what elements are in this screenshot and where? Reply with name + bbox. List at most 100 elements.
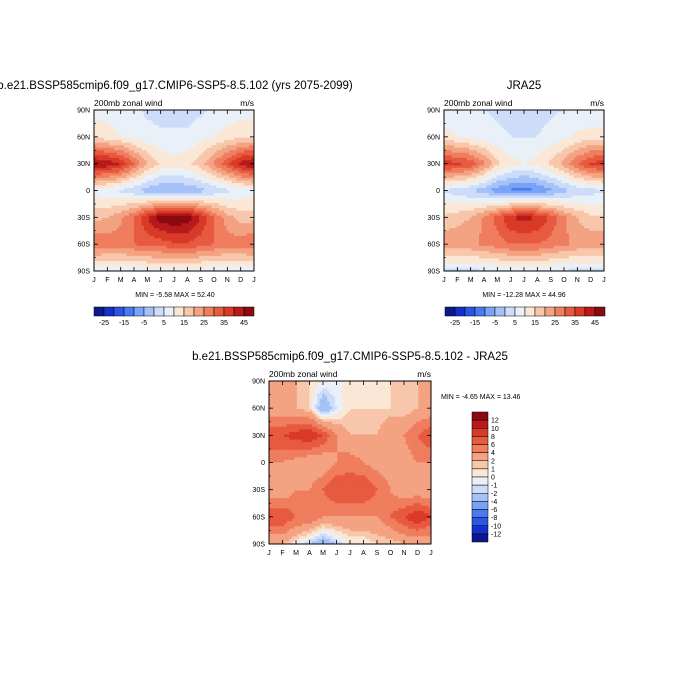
panel-model-cell [246,203,250,207]
panel-model-cell [239,260,243,265]
panel-model-cell [106,185,110,189]
panel-model-cell [219,245,223,249]
panel-model-cell [144,193,148,197]
panel-model-cell [126,160,130,164]
panel-model-cell [239,115,243,119]
panel-model-cell [184,265,188,270]
panel-model-cell [239,258,243,262]
panel-model-cell [239,145,243,149]
panel-model-cell [101,260,105,265]
panel-model-cell [111,253,115,257]
panel-model-cell [196,265,200,270]
panel-model-cell [134,147,138,151]
panel-model-cell [206,115,210,119]
panel-model-cell [206,165,210,169]
panel-model-cell [96,223,100,227]
panel-model-cell [199,122,203,126]
panel-model-cell [171,142,175,146]
panel-model-cell [194,220,198,224]
panel-obs-cell [556,137,560,141]
panel-model-cell [156,112,160,116]
panel-model-cell [234,112,238,116]
panel-model-cell [189,147,193,151]
panel-model-cell [141,140,145,144]
panel-model-cell [154,245,158,249]
panel-model-cell [189,213,193,217]
panel-model-cell [164,245,168,249]
panel-model-cell [114,218,118,222]
panel-model-cell [131,157,135,161]
panel-model-cell [204,155,208,159]
panel-model-cell [141,245,145,249]
panel-obs-cell [466,125,470,129]
panel-model-cell [179,115,183,119]
panel-model-cell [216,260,220,265]
panel-model-cell [126,190,130,194]
panel-model-cell [211,162,215,166]
panel-model-cell [104,213,108,217]
panel-obs-cell [451,132,455,136]
panel-obs-cell [599,137,603,141]
panel-model-cell [236,167,240,171]
panel-model-cell [184,263,188,267]
panel-model-cell [169,187,173,192]
panel-model-cell [214,182,218,187]
panel-model-cell [129,185,133,189]
panel-model-cell [226,177,230,182]
panel-model-cell [194,112,198,116]
panel-model-cell [171,160,175,164]
panel-model-cell [189,198,193,202]
panel-model-cell [171,175,175,179]
panel-model-cell [159,193,163,197]
panel-model-cell [194,243,198,247]
panel-model-cell [141,180,145,184]
panel-model-cell [149,258,153,262]
panel-model-cell [181,135,185,139]
panel-model-cell [236,145,240,149]
panel-model-cell [186,137,190,141]
panel-model-cell [114,265,118,270]
panel-model-cell [229,258,233,262]
panel-obs-cell [501,117,505,121]
panel-obs-cell [459,117,463,121]
panel-model-cell [224,112,228,116]
panel-model-cell [181,157,185,161]
panel-model-cell [134,115,138,119]
panel-model-cell [154,193,158,197]
panel-model-cell [209,155,213,159]
panel-model-cell [216,177,220,182]
panel-model-cell [126,268,130,271]
panel-model-cell [124,112,128,116]
panel-model-cell [206,228,210,232]
panel-model-cell [241,187,245,192]
panel-model-cell [106,142,110,146]
panel-obs-cell [541,117,545,121]
panel-model-cell [241,147,245,151]
panel-model-cell [126,155,130,159]
panel-model-cell [159,218,163,222]
panel-model-cell [99,142,103,146]
panel-model-cell [186,215,190,219]
panel-model-cell [121,250,125,254]
panel-obs-cell [499,110,503,114]
panel-model-cell [236,205,240,209]
panel-obs-cell [501,122,505,126]
panel-model-cell [251,190,254,194]
panel-model-cell [121,165,125,169]
panel-obs-cell [601,117,604,121]
panel-model-cell [174,165,178,169]
panel-model-cell [149,235,153,239]
panel-model-cell [131,140,135,144]
panel-model-cell [251,180,254,184]
panel-model-cell [239,205,243,209]
panel-model-cell [224,115,228,119]
panel-model-cell [181,248,185,252]
panel-model-cell [169,248,173,252]
panel-obs-cell [541,110,545,114]
panel-obs-cell [451,110,455,114]
panel-model-cell [171,220,175,224]
panel-obs-cell [574,120,578,124]
panel-model-cell [221,263,225,267]
panel-model-cell [161,265,165,270]
panel-model-cell [169,167,173,171]
